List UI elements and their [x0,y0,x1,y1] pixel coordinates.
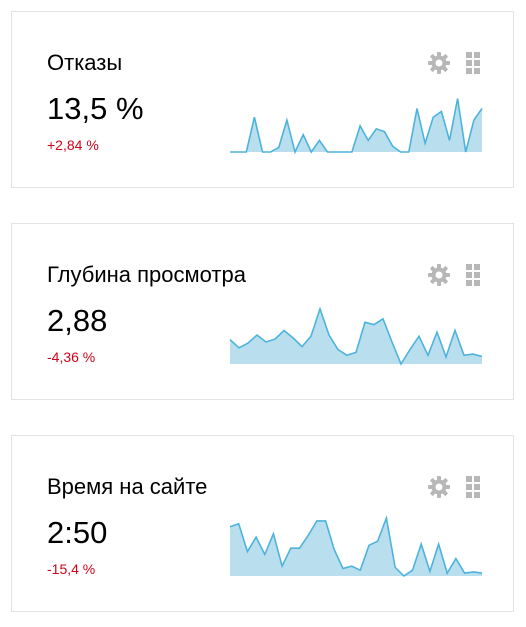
sparkline-line [230,309,482,364]
sparkline-chart [230,304,482,364]
widget-title: Время на сайте [47,474,208,499]
widget-value: 2,88 [47,303,108,338]
gear-icon[interactable] [427,51,451,75]
sparkline-chart [230,516,482,576]
sparkline-line [230,518,482,576]
widget-value: 2:50 [47,515,108,550]
widget-change: -15,4 % [47,561,96,577]
widget-card-time-on-site: Время на сайте 2:50 -15,4 % [11,435,514,612]
gear-icon[interactable] [427,475,451,499]
sparkline-area [230,98,482,152]
drag-handle-icon[interactable] [466,264,480,286]
drag-handle-icon[interactable] [466,52,480,74]
widget-change: -4,36 % [47,349,96,365]
widget-title: Глубина просмотра [47,262,246,287]
widget-title: Отказы [47,50,123,75]
widget-value: 13,5 % [47,91,144,126]
widget-card-page-depth: Глубина просмотра 2,88 -4,36 % [11,223,514,400]
drag-handle-icon[interactable] [466,476,480,498]
widget-change: +2,84 % [47,137,99,153]
sparkline-line [230,99,482,152]
gear-icon[interactable] [427,263,451,287]
widget-card-bounces: Отказы 13,5 % +2,84 % [11,11,514,188]
sparkline-area [230,518,482,576]
sparkline-chart [230,92,482,152]
sparkline-area [230,308,482,364]
